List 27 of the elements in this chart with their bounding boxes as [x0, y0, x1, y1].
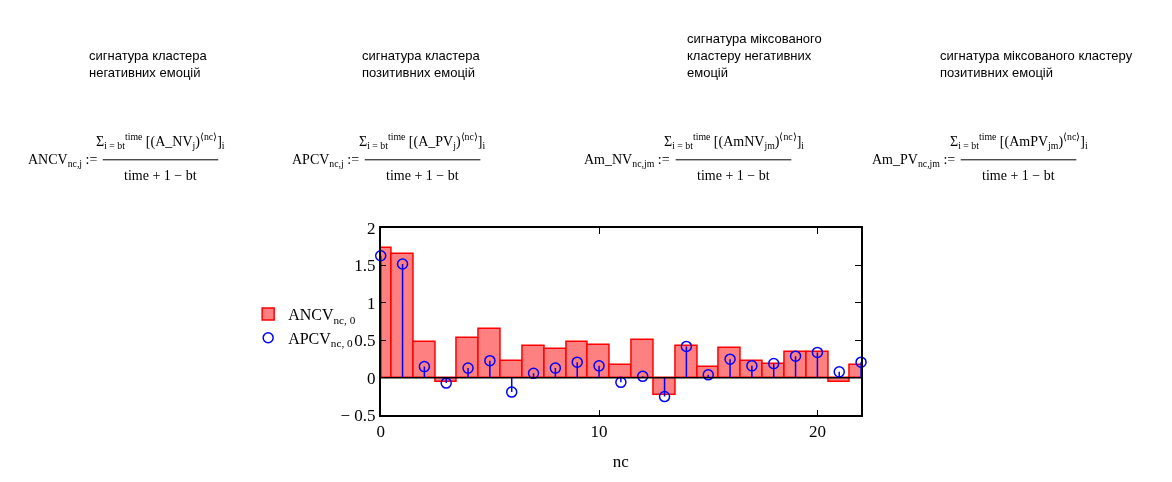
x-axis-title: nc	[612, 452, 630, 472]
text: Am_PV$_{nc,jm}$ :=	[872, 152, 956, 169]
y-tick-label: 1	[367, 293, 376, 313]
text: time + 1 − bt	[982, 168, 1055, 183]
x-tick-label: 10	[590, 422, 608, 442]
text: Σ$_{i = bt}$$^{time}$ [(A_PV$_{j}$)$^{⟨nc⟩}$]$_{i}$	[359, 131, 486, 151]
y-tick-label: − 0.5	[340, 406, 376, 426]
y-tick-label: 2	[367, 218, 376, 238]
y-tick-label: 0.5	[354, 331, 376, 351]
x-tick-label: 20	[808, 422, 826, 442]
legend-label: APCV$_{nc, 0}$	[288, 329, 353, 350]
text: сигнатура кластера негативних емоцій	[89, 48, 208, 80]
text: time + 1 − bt	[386, 168, 459, 183]
text: Am_NV$_{nc,jm}$ :=	[584, 152, 670, 169]
text: time + 1 − bt	[124, 168, 197, 183]
y-tick-label: 1.5	[354, 256, 376, 276]
y-tick-label: 0	[367, 368, 376, 388]
text: Σ$_{i = bt}$$^{time}$ [(AmPV$_{jm}$)$^{⟨nc⟩}$]$_{i}$	[950, 131, 1088, 151]
text: сигнатура міксованого кластеру позитивних емоцій	[940, 48, 1133, 80]
text: time + 1 − bt	[697, 168, 770, 183]
text: Σ$_{i = bt}$$^{time}$ [(AmNV$_{jm}$)$^{⟨nc⟩}$]$_{i}$	[664, 131, 805, 151]
text: сигнатура кластера позитивних емоцій	[362, 48, 481, 80]
text: ANCV$_{nc,j}$ :=	[28, 152, 98, 169]
text: сигнатура міксованого кластеру негативних емоцій	[687, 31, 822, 80]
text: APCV$_{nc,j}$ :=	[292, 152, 360, 169]
text: Σ$_{i = bt}$$^{time}$ [(A_NV$_{j}$)$^{⟨nc⟩}$]$_{i}$	[96, 131, 225, 151]
legend-label: ANCV$_{nc, 0}$	[288, 306, 356, 326]
